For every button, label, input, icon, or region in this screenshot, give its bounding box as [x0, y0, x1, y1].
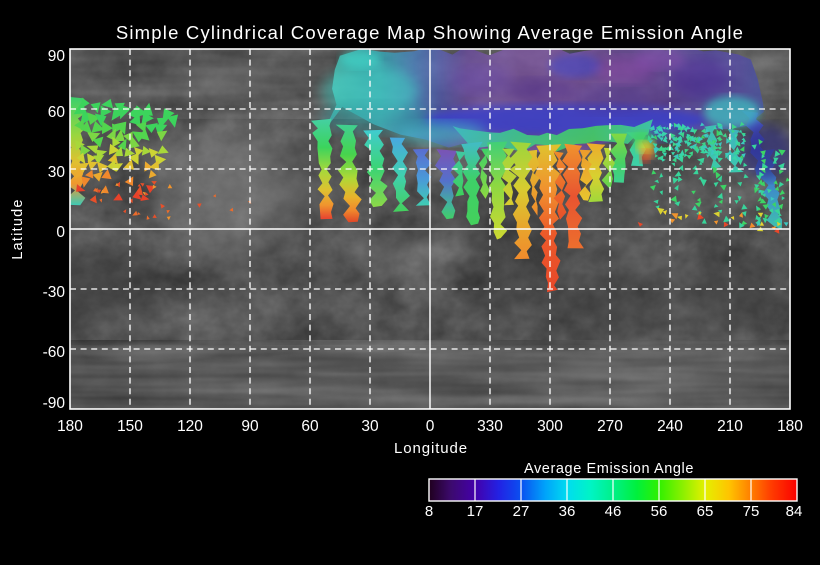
svg-text:17: 17 — [467, 503, 484, 520]
svg-text:210: 210 — [717, 418, 743, 435]
svg-text:36: 36 — [559, 503, 576, 520]
svg-text:60: 60 — [301, 418, 319, 435]
svg-text:Simple Cylindrical Coverage Ma: Simple Cylindrical Coverage Map Showing … — [116, 22, 744, 43]
svg-text:120: 120 — [177, 418, 203, 435]
svg-text:Longitude: Longitude — [394, 440, 468, 457]
svg-text:90: 90 — [48, 48, 66, 65]
svg-text:84: 84 — [786, 503, 803, 520]
svg-text:8: 8 — [425, 503, 433, 520]
svg-text:0: 0 — [426, 418, 435, 435]
svg-text:180: 180 — [777, 418, 803, 435]
svg-text:30: 30 — [361, 418, 379, 435]
svg-text:240: 240 — [657, 418, 683, 435]
svg-text:30: 30 — [48, 164, 66, 181]
svg-text:90: 90 — [241, 418, 259, 435]
svg-text:56: 56 — [651, 503, 668, 520]
svg-text:330: 330 — [477, 418, 503, 435]
svg-text:75: 75 — [743, 503, 760, 520]
svg-text:27: 27 — [513, 503, 530, 520]
svg-text:270: 270 — [597, 418, 623, 435]
svg-text:150: 150 — [117, 418, 143, 435]
svg-text:Latitude: Latitude — [10, 198, 26, 259]
svg-text:60: 60 — [48, 104, 66, 121]
svg-text:-90: -90 — [43, 395, 66, 412]
svg-text:65: 65 — [697, 503, 714, 520]
svg-text:-30: -30 — [43, 284, 66, 301]
svg-text:Average Emission Angle: Average Emission Angle — [524, 461, 694, 477]
svg-text:180: 180 — [57, 418, 83, 435]
svg-text:0: 0 — [56, 224, 65, 241]
svg-text:46: 46 — [605, 503, 622, 520]
svg-text:300: 300 — [537, 418, 563, 435]
svg-text:-60: -60 — [43, 344, 66, 361]
